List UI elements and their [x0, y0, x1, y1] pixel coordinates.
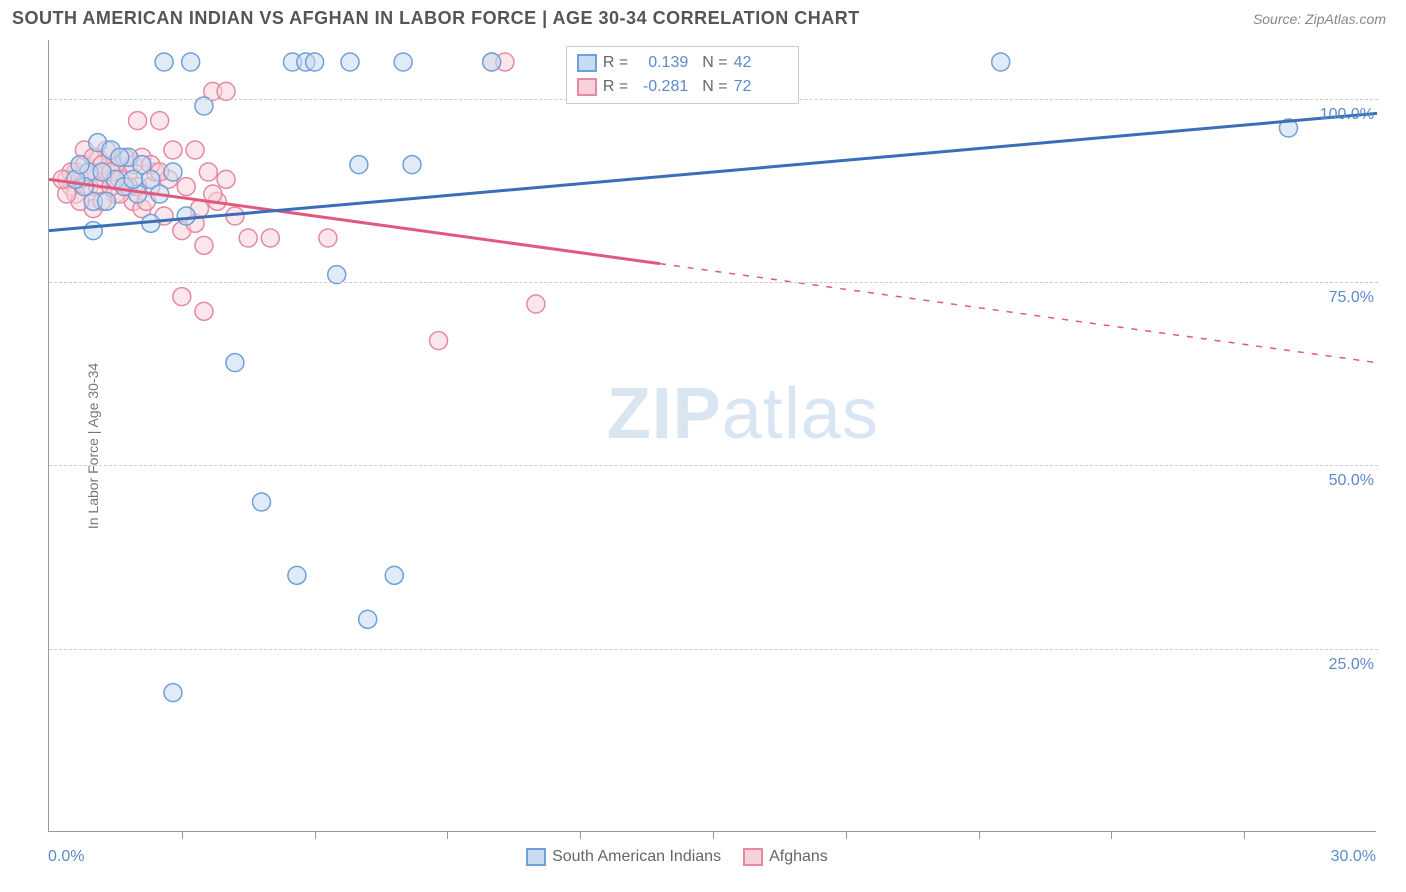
legend-row: R = -0.281 N = 72	[577, 75, 788, 99]
data-point	[394, 53, 412, 71]
data-point	[350, 156, 368, 174]
chart-container: SOUTH AMERICAN INDIAN VS AFGHAN IN LABOR…	[0, 0, 1406, 892]
legend-r-label: R =	[603, 78, 628, 96]
data-point	[124, 170, 142, 188]
data-point	[199, 163, 217, 181]
x-axis-max-label: 30.0%	[1331, 848, 1376, 866]
series-legend: South American Indians Afghans	[526, 848, 828, 866]
data-point	[306, 53, 324, 71]
legend-r-value: -0.281	[634, 78, 688, 96]
legend-r-label: R =	[603, 54, 628, 72]
chart-header: SOUTH AMERICAN INDIAN VS AFGHAN IN LABOR…	[0, 0, 1406, 33]
data-point	[182, 53, 200, 71]
x-tick	[1111, 831, 1112, 839]
x-tick	[182, 831, 183, 839]
legend-swatch	[577, 54, 597, 72]
legend-swatch	[577, 78, 597, 96]
data-point	[328, 266, 346, 284]
data-point	[527, 295, 545, 313]
chart-title: SOUTH AMERICAN INDIAN VS AFGHAN IN LABOR…	[12, 8, 860, 29]
x-tick	[580, 831, 581, 839]
legend-item: South American Indians	[526, 848, 721, 866]
data-point	[93, 163, 111, 181]
plot-frame: ZIPatlas 25.0%50.0%75.0%100.0%	[48, 40, 1376, 832]
data-point	[483, 53, 501, 71]
data-point	[195, 236, 213, 254]
data-point	[261, 229, 279, 247]
data-point	[195, 302, 213, 320]
x-axis-min-label: 0.0%	[48, 848, 84, 866]
legend-label: South American Indians	[552, 848, 721, 866]
data-point	[319, 229, 337, 247]
data-point	[217, 170, 235, 188]
grid-line	[49, 649, 1378, 650]
x-tick	[447, 831, 448, 839]
legend-n-value: 72	[734, 78, 788, 96]
legend-r-value: 0.139	[634, 54, 688, 72]
data-point	[111, 148, 129, 166]
data-point	[992, 53, 1010, 71]
legend-row: R = 0.139 N = 42	[577, 51, 788, 75]
data-point	[164, 141, 182, 159]
x-tick	[979, 831, 980, 839]
data-point	[226, 354, 244, 372]
legend-label: Afghans	[769, 848, 828, 866]
legend-n-value: 42	[734, 54, 788, 72]
chart-svg	[49, 40, 1376, 831]
x-tick	[846, 831, 847, 839]
y-tick-label: 50.0%	[1329, 472, 1374, 490]
y-tick-label: 25.0%	[1329, 656, 1374, 674]
data-point	[164, 163, 182, 181]
data-point	[173, 288, 191, 306]
data-point	[151, 112, 169, 130]
legend-item: Afghans	[743, 848, 828, 866]
data-point	[155, 53, 173, 71]
data-point	[177, 207, 195, 225]
x-tick	[713, 831, 714, 839]
data-point	[195, 97, 213, 115]
chart-source: Source: ZipAtlas.com	[1253, 11, 1386, 27]
y-tick-label: 75.0%	[1329, 289, 1374, 307]
legend-n-label: N =	[702, 78, 727, 96]
data-point	[359, 610, 377, 628]
trend-line	[49, 113, 1377, 230]
grid-line	[49, 465, 1378, 466]
data-point	[164, 684, 182, 702]
data-point	[177, 178, 195, 196]
data-point	[341, 53, 359, 71]
data-point	[84, 222, 102, 240]
legend-swatch	[526, 848, 546, 866]
data-point	[252, 493, 270, 511]
legend-n-label: N =	[702, 54, 727, 72]
data-point	[385, 566, 403, 584]
data-point	[98, 192, 116, 210]
data-point	[71, 156, 89, 174]
data-point	[217, 82, 235, 100]
legend-swatch	[743, 848, 763, 866]
data-point	[430, 332, 448, 350]
grid-line	[49, 282, 1378, 283]
x-tick	[1244, 831, 1245, 839]
y-tick-label: 100.0%	[1320, 106, 1374, 124]
data-point	[186, 141, 204, 159]
data-point	[288, 566, 306, 584]
plot-area: ZIPatlas 25.0%50.0%75.0%100.0%	[48, 40, 1376, 832]
data-point	[239, 229, 257, 247]
trend-line-extrapolated	[660, 264, 1377, 363]
x-tick	[315, 831, 316, 839]
data-point	[403, 156, 421, 174]
data-point	[129, 112, 147, 130]
correlation-legend: R = 0.139 N = 42 R = -0.281 N = 72	[566, 46, 799, 104]
